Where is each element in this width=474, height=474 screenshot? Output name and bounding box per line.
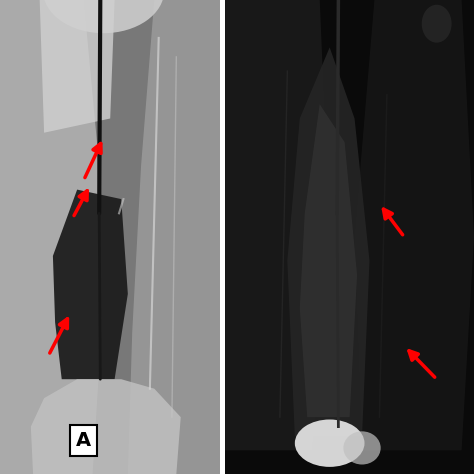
Polygon shape [225,0,330,450]
Polygon shape [53,190,128,379]
Polygon shape [0,0,101,474]
Polygon shape [40,0,115,133]
Text: A: A [76,431,91,450]
Polygon shape [287,47,370,436]
Polygon shape [355,0,474,450]
Ellipse shape [43,0,164,33]
Polygon shape [0,0,220,474]
Ellipse shape [343,431,381,465]
Polygon shape [31,379,181,474]
Polygon shape [225,0,474,474]
Polygon shape [128,0,220,474]
Ellipse shape [422,5,452,43]
Ellipse shape [295,419,365,467]
Polygon shape [300,104,357,417]
